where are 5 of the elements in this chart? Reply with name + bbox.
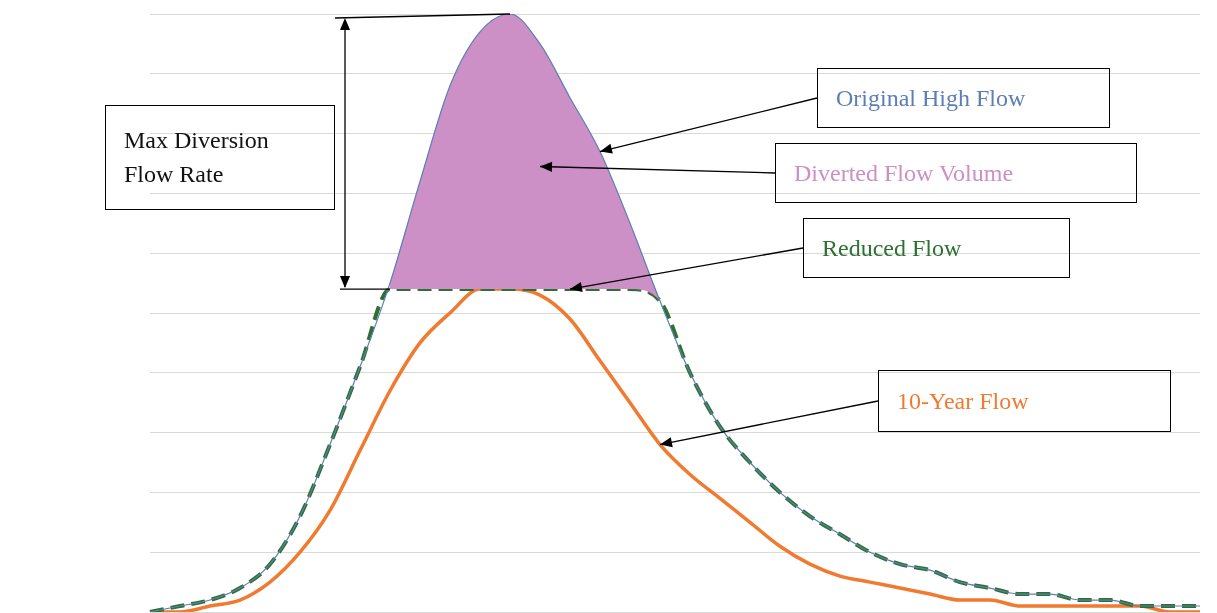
text: Original High Flow (817, 68, 1110, 128)
text: 10-Year Flow (878, 370, 1171, 432)
text: Reduced Flow (803, 218, 1070, 278)
text: Diverted Flow Volume (775, 143, 1137, 203)
annotation: Max Diversion Flow Rate (105, 105, 335, 210)
